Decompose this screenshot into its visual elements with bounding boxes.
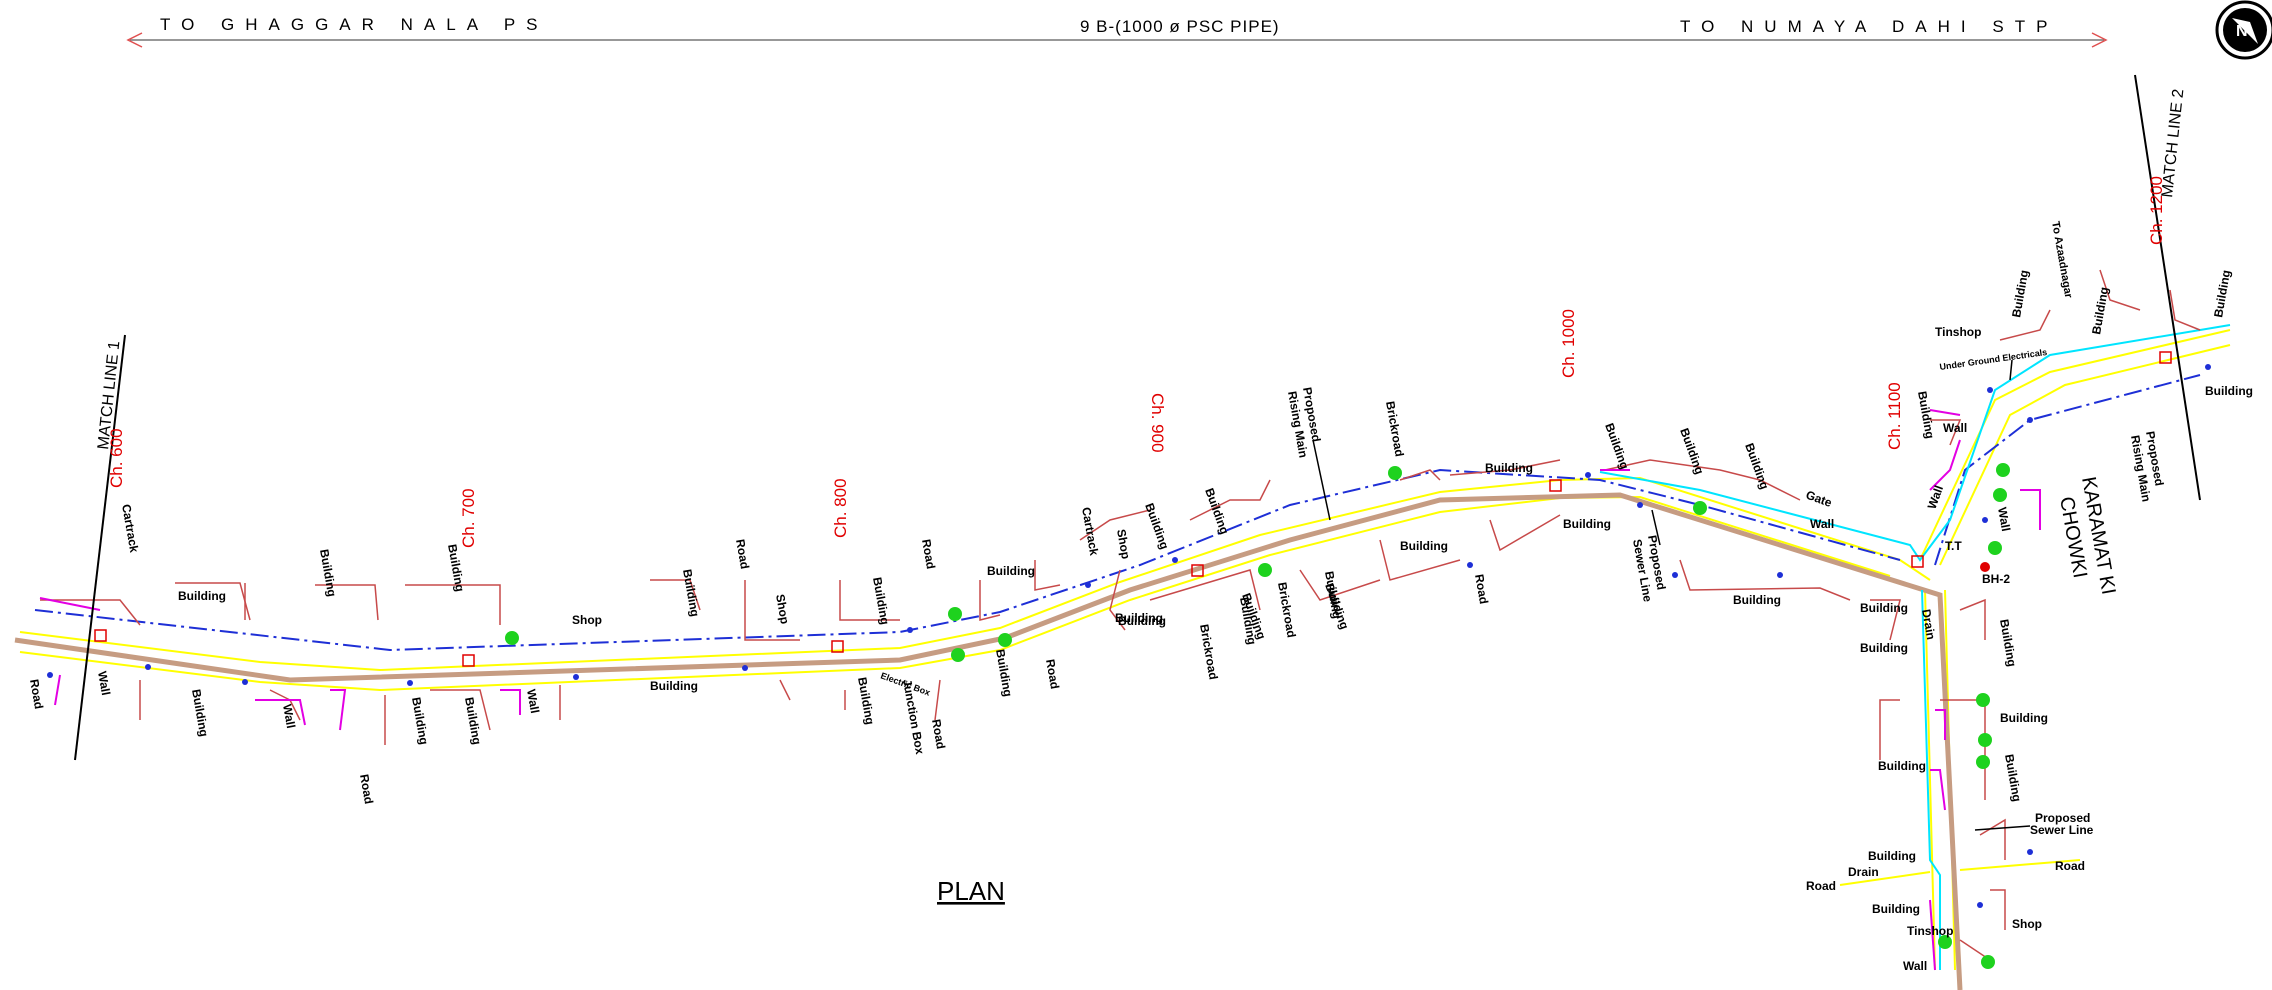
label-wall: Wall: [524, 688, 542, 714]
chainage-1200: Ch. 1200: [2147, 176, 2166, 245]
label-building: Building: [1118, 614, 1166, 628]
label-wall: Wall: [1943, 421, 1967, 435]
label-building: Building: [1915, 390, 1937, 440]
svg-text:N: N: [2236, 23, 2248, 40]
label-building: Building: [1872, 902, 1920, 916]
label-building: Building: [1868, 849, 1916, 863]
label-sewer-line-1: Proposed: [2035, 811, 2090, 825]
label-building: Building: [409, 696, 431, 746]
match-lines: [74, 74, 2201, 761]
label-building: Building: [317, 548, 339, 598]
label-building: Building: [1142, 501, 1172, 551]
label-road: Road: [1806, 879, 1836, 893]
label-building: Building: [1997, 618, 2019, 668]
label-building: Building: [1860, 641, 1908, 655]
plan-title: PLAN: [937, 876, 1005, 906]
label-building: Building: [2205, 384, 2253, 398]
label-building: Building: [1878, 759, 1926, 773]
label-road: Road: [357, 773, 376, 805]
label-road: Road: [1472, 573, 1491, 605]
label-tinshop: Tinshop: [1907, 924, 1953, 938]
label-wall: Wall: [1995, 506, 2013, 532]
label-brickroad: Brickroad: [1275, 581, 1299, 639]
label-road: Road: [733, 538, 752, 570]
label-building: Building: [650, 679, 698, 693]
chainage-600: Ch. 600: [107, 428, 126, 488]
label-building: Building: [987, 564, 1035, 578]
label-shop: Shop: [2012, 917, 2042, 931]
label-drain: Drain: [1919, 608, 1938, 641]
label-wall: Wall: [1810, 517, 1834, 531]
label-building: Building: [1860, 601, 1908, 615]
label-wall: Wall: [95, 670, 113, 696]
label-building: Building: [680, 568, 702, 618]
label-road: Road: [27, 678, 46, 710]
label-building: Building: [855, 676, 877, 726]
label-building: Building: [2009, 269, 2031, 319]
label-road: Road: [929, 718, 948, 750]
rising-main: [34, 374, 2201, 652]
chainage-1000: Ch. 1000: [1559, 309, 1578, 378]
label-sewer-line-2: Sewer Line: [2030, 823, 2094, 837]
label-wall: Wall: [1925, 483, 1946, 511]
label-shop: Shop: [572, 613, 602, 627]
label-building: Building: [1677, 426, 1707, 476]
main-pipe: [14, 492, 1963, 990]
label-cartrack: Cartrack: [119, 503, 141, 554]
north-arrow-icon: N: [2215, 0, 2272, 60]
label-building: Building: [178, 589, 226, 603]
chainage-1100: Ch. 1100: [1885, 382, 1904, 450]
label-building: Building: [2000, 711, 2048, 725]
chainage-900: Ch. 900: [1148, 393, 1167, 453]
label-building: Building: [1602, 421, 1632, 471]
label-building: Building: [870, 576, 892, 626]
label-to-azaadnagar: To Azaadnagar: [2049, 220, 2074, 299]
drain: [1599, 324, 2231, 970]
label-tinshop: Tinshop: [1935, 325, 1981, 339]
label-gate: Gate: [1804, 488, 1834, 510]
label-building: Building: [1400, 539, 1448, 553]
walls: [39, 409, 2041, 971]
label-building: Building: [462, 696, 484, 746]
boundaries: [40, 269, 2201, 961]
label-building: Building: [1485, 461, 1533, 475]
label-building: Building: [189, 688, 211, 738]
label-road: Road: [1043, 658, 1062, 690]
match-line-2-label: MATCH LINE 2: [2159, 88, 2187, 198]
label-shop: Shop: [1114, 528, 1133, 560]
label-wall: Wall: [280, 703, 298, 729]
label-building: Building: [1733, 593, 1781, 607]
label-shop: Shop: [773, 593, 792, 625]
label-brickroad: Brickroad: [1197, 623, 1221, 681]
header-arrow: [126, 32, 2108, 48]
label-building: Building: [2211, 269, 2233, 319]
label-road: Road: [919, 538, 938, 570]
tree-icons: [505, 463, 2010, 969]
label-building: Building: [993, 648, 1015, 698]
label-underground: Under Ground Electricals: [1939, 347, 2048, 372]
label-building: Building: [1563, 517, 1611, 531]
header-right: TO NUMAYA DAHI STP: [1680, 17, 2058, 36]
label-drain: Drain: [1848, 865, 1879, 879]
label-building: Building: [1115, 611, 1163, 625]
borehole-icon: [1980, 562, 1990, 572]
label-wall: Wall: [1903, 959, 1927, 973]
manhole-icons: [94, 351, 2172, 667]
label-bh2: BH-2: [1982, 572, 2010, 586]
header-center: 9 B-(1000 ø PSC PIPE): [1080, 17, 1280, 36]
label-tt: T.T: [1945, 539, 1962, 553]
label-brickroad: Brickroad: [1383, 400, 1407, 458]
chainage-800: Ch. 800: [831, 478, 850, 538]
pole-icons: [47, 364, 2211, 908]
label-cartrack: Cartrack: [1079, 506, 1101, 557]
label-building: Building: [1742, 441, 1772, 491]
chainage-700: Ch. 700: [459, 488, 478, 548]
label-road: Road: [2055, 859, 2085, 873]
label-building: Building: [2002, 753, 2024, 803]
label-building: Building: [2089, 286, 2111, 336]
leader-lines: [1312, 359, 2031, 831]
label-building: Building: [1322, 570, 1344, 620]
header-left: TO GHAGGAR NALA PS: [160, 15, 549, 34]
